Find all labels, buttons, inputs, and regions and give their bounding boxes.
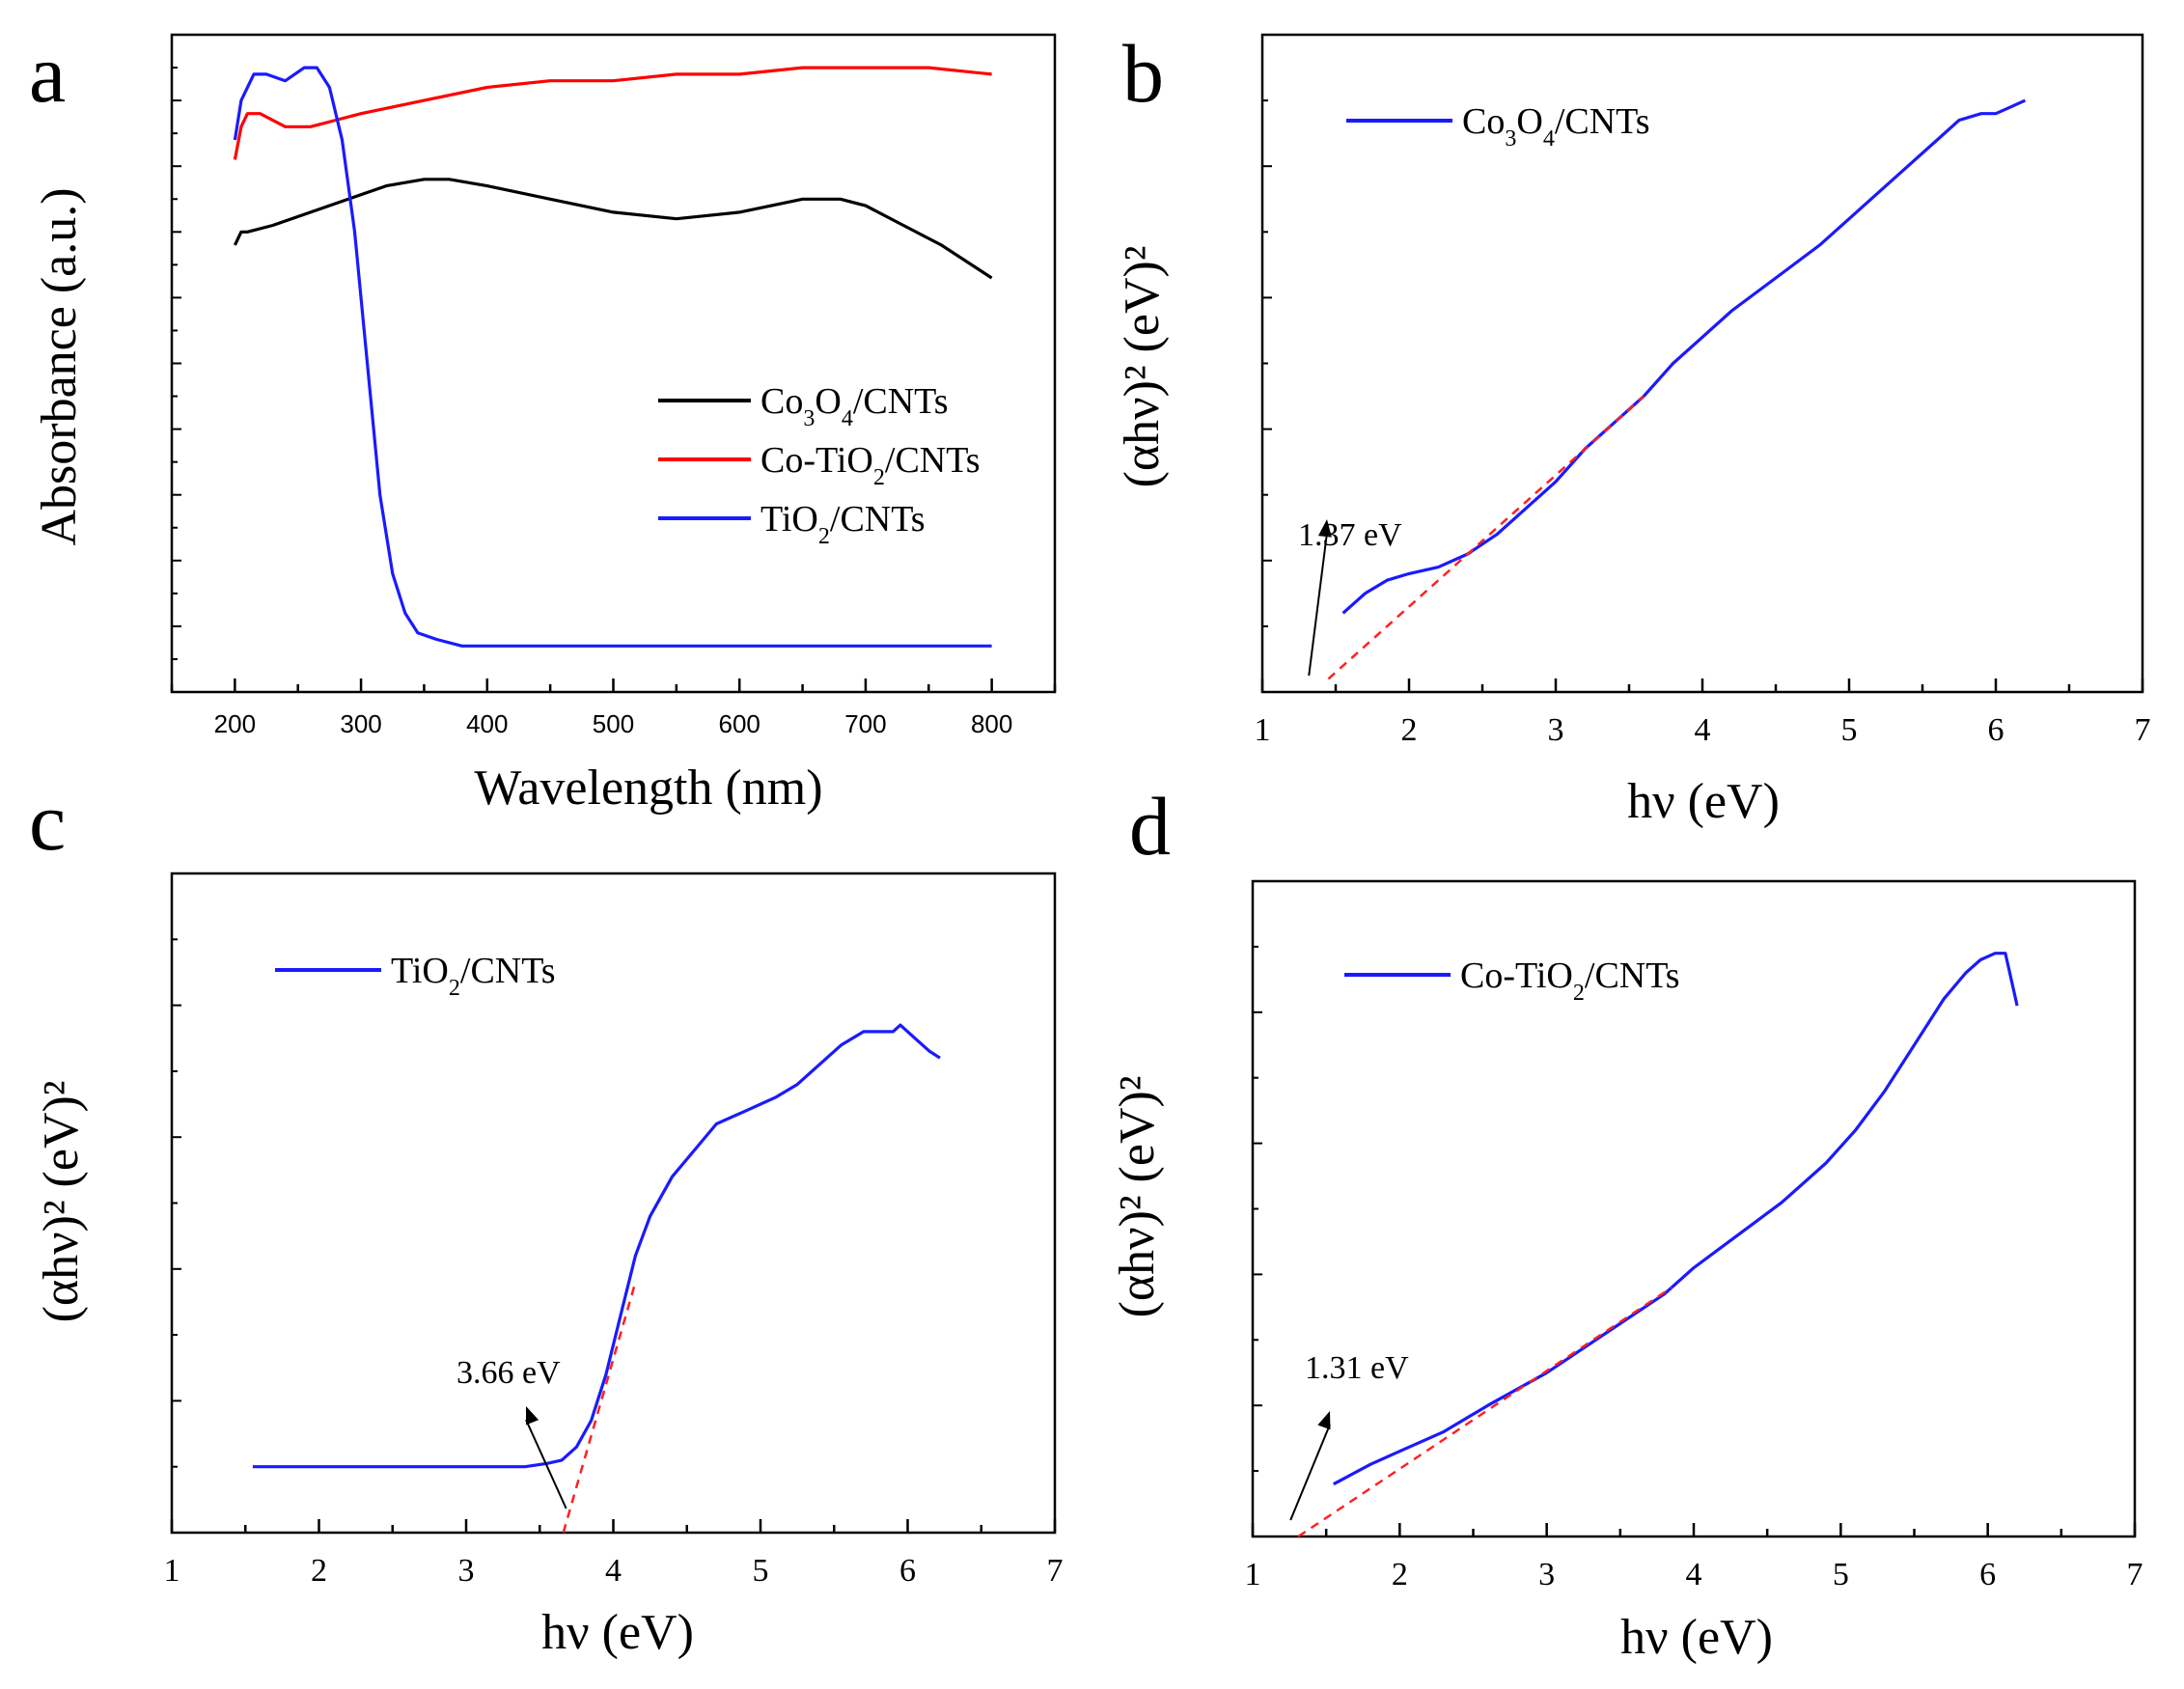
x-tick-label: 700	[844, 709, 886, 738]
x-tick-label: 5	[1841, 712, 1858, 748]
panel-b: b 1 2 3 4 5 6 7 hν (eV) (αhν)² (eV)² Co3O4/CNTs 1.3…	[1115, 27, 2151, 829]
series-line	[233, 178, 993, 280]
legend-label: Co3O4/CNTs	[1462, 101, 1650, 152]
legend-label: TiO2/CNTs	[760, 499, 926, 549]
x-axis-title: hν (eV)	[1620, 1610, 1773, 1665]
legend-label: Co-TiO2/CNTs	[760, 440, 981, 490]
annotation-arrow-head	[1317, 519, 1332, 538]
x-tick-label: 200	[214, 709, 256, 738]
band-gap-label: 1.37 eV	[1298, 517, 1402, 553]
panel-letter: d	[1129, 780, 1171, 872]
x-tick-label: 300	[340, 709, 381, 738]
annotation-arrow-head	[526, 1406, 539, 1426]
x-tick-label: 5	[1833, 1557, 1849, 1592]
x-tick-label: 500	[593, 709, 634, 738]
panel-letter: c	[29, 775, 66, 868]
y-axis-title: Absorbance (a.u.)	[32, 187, 87, 545]
series-line	[1341, 98, 2027, 615]
x-tick-label: 3	[1548, 712, 1564, 748]
x-tick-label: 4	[1686, 1557, 1702, 1592]
legend-label: Co-TiO2/CNTs	[1460, 955, 1680, 1006]
y-axis-title: (αhν)² (eV)²	[34, 1081, 89, 1323]
series-line	[252, 1023, 941, 1469]
panel-letter: a	[29, 27, 66, 120]
legend-label: Co3O4/CNTs	[760, 381, 949, 431]
x-tick-label: 6	[899, 1553, 916, 1589]
x-axis-title: Wavelength (nm)	[474, 761, 822, 816]
y-axis-title: (αhν)² (eV)²	[1110, 1076, 1165, 1318]
x-tick-label: 1	[164, 1553, 180, 1589]
series-line	[233, 66, 992, 160]
x-tick-label: 4	[1695, 712, 1711, 748]
panel-d: d 1 2 3 4 5 6 7 hν (eV) (αhν)² (eV)² Co-TiO2/CNTs 1…	[1110, 780, 2143, 1665]
x-tick-label: 1	[1245, 1557, 1261, 1592]
panel-c: c 1 2 3 4 5 6 7 hν (eV) (αhν)² (eV)² TiO2/CNTs 3.66…	[29, 775, 1064, 1660]
x-tick-label: 3	[1538, 1557, 1555, 1592]
plot-frame	[170, 33, 1057, 694]
panel-letter: b	[1122, 27, 1164, 120]
tauc-fit-line	[562, 1282, 637, 1534]
annotation-arrow-shaft	[1289, 1424, 1331, 1521]
x-tick-label: 2	[1401, 712, 1418, 748]
x-axis-title: hν (eV)	[1627, 774, 1780, 829]
x-tick-label: 7	[1047, 1553, 1064, 1589]
x-tick-label: 7	[2135, 712, 2151, 748]
y-axis-title: (αhν)² (eV)²	[1115, 246, 1170, 488]
band-gap-label: 1.31 eV	[1305, 1350, 1409, 1386]
x-tick-label: 2	[1392, 1557, 1408, 1592]
plot-frame	[1260, 33, 2144, 694]
x-tick-label: 3	[458, 1553, 475, 1589]
tauc-fit-line	[1297, 1286, 1673, 1538]
series-line	[233, 66, 992, 648]
annotation-arrow-shaft	[1308, 532, 1328, 677]
legend-label: TiO2/CNTs	[391, 951, 556, 1001]
x-tick-label: 7	[2127, 1557, 2143, 1592]
plot-frame	[1251, 879, 2137, 1538]
series-line	[1333, 952, 2019, 1486]
x-tick-label: 4	[605, 1553, 622, 1589]
x-tick-label: 5	[753, 1553, 769, 1589]
x-tick-label: 6	[1979, 1557, 1996, 1592]
x-tick-label: 800	[971, 709, 1012, 738]
x-tick-label: 400	[466, 709, 508, 738]
annotation-arrow-head	[1317, 1411, 1331, 1430]
panel-a: a 200 300 400 500 600 700 800 Wavelength (nm) Abs…	[29, 27, 1057, 816]
plot-frame	[170, 872, 1057, 1535]
annotation-arrow-shaft	[525, 1419, 567, 1509]
x-tick-label: 2	[311, 1553, 327, 1589]
x-tick-label: 600	[719, 709, 760, 738]
band-gap-label: 3.66 eV	[456, 1355, 561, 1391]
x-tick-label: 6	[1988, 712, 2004, 748]
x-tick-label: 1	[1255, 712, 1271, 748]
x-axis-title: hν (eV)	[541, 1605, 694, 1660]
